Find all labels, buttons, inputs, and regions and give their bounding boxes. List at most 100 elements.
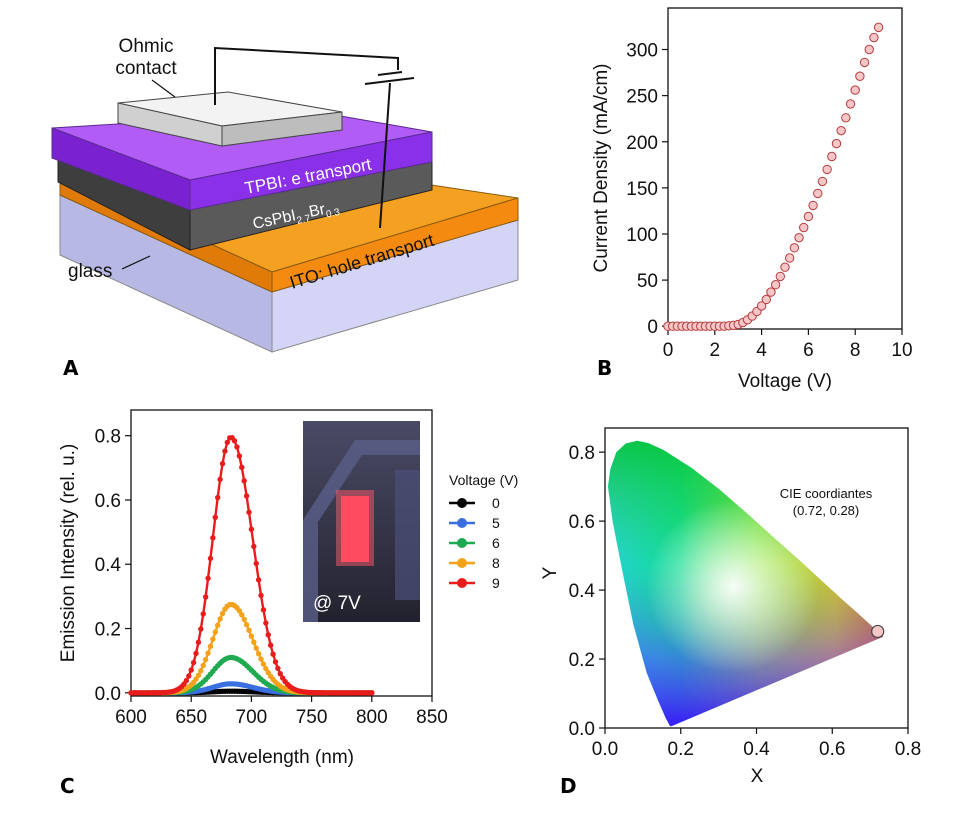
emission-point <box>369 690 375 696</box>
cie-y-tick-label: 0.0 <box>569 719 595 740</box>
cie-fill-white <box>608 440 884 727</box>
jv-point <box>822 164 832 175</box>
emission-x-tick-label: 600 <box>115 707 147 728</box>
legend-label: 6 <box>492 535 500 551</box>
emission-point <box>198 668 204 674</box>
emission-y-tick-label: 0.2 <box>95 620 121 641</box>
jv-point <box>789 243 800 253</box>
emission-point <box>193 676 199 682</box>
legend-swatch-marker <box>457 538 467 548</box>
cie-point <box>871 624 885 639</box>
emission-point <box>205 575 211 581</box>
perovskite-sub2: 0.3 <box>325 207 341 221</box>
panel-letter-b: B <box>597 356 612 380</box>
jv-point <box>855 71 865 81</box>
cie-x-label: X <box>751 766 764 787</box>
ohmic-pointer <box>151 79 176 98</box>
jv-x-tick-label: 6 <box>803 340 814 361</box>
jv-point <box>859 57 870 68</box>
jv-point <box>766 287 776 297</box>
emission-point <box>243 493 250 499</box>
emission-point <box>239 464 245 471</box>
jv-point <box>817 176 828 187</box>
inset-pattern <box>303 440 420 622</box>
emission-point <box>217 616 223 622</box>
emission-point <box>243 622 250 628</box>
emission-y-tick-label: 0.0 <box>95 684 121 705</box>
emission-x-tick-label: 700 <box>236 707 268 728</box>
jv-point <box>836 125 846 136</box>
cie-chart: 0.0 0.2 0.4 0.6 0.8 0.0 0.2 0.4 0.6 0.8 CIE coord… <box>540 427 921 798</box>
emission-legend: 0 5 6 8 9 <box>449 495 500 591</box>
emission-point <box>255 651 262 657</box>
emission-point <box>207 643 214 649</box>
emission-point <box>214 622 221 628</box>
jv-point <box>756 301 767 311</box>
jv-point <box>869 32 879 43</box>
emission-point <box>270 651 276 657</box>
jv-y-tick-label: 0 <box>647 317 658 338</box>
jv-plot-frame <box>667 7 903 330</box>
emission-point <box>188 667 194 673</box>
emission-point <box>207 555 214 562</box>
panel-letter-d: D <box>560 774 577 798</box>
emission-axes: 600 650 700 750 800 850 0.0 0.2 0.4 0.6 0.8 <box>95 427 448 728</box>
emission-point <box>272 659 279 665</box>
emission-point <box>246 509 252 515</box>
jv-y-tick-label: 250 <box>626 87 658 108</box>
emission-point <box>241 478 247 484</box>
jv-point <box>799 222 809 233</box>
emission-point <box>267 642 274 648</box>
emission-y-tick-label: 0.6 <box>95 491 121 512</box>
emission-x-tick-label: 650 <box>175 707 207 728</box>
emission-point <box>248 526 255 532</box>
legend-label: 0 <box>492 495 500 511</box>
emission-point <box>255 577 262 583</box>
legend-label: 8 <box>492 555 500 571</box>
emission-x-tick-label: 750 <box>296 707 328 728</box>
emission-x-tick-label: 850 <box>416 707 448 728</box>
emission-point <box>212 514 218 521</box>
emission-point <box>246 627 252 634</box>
cie-y-tick-label: 0.8 <box>569 443 595 464</box>
device-schematic: Ohmic contact TPBI: e transport CsPbI2.7… <box>51 36 519 380</box>
jv-x-tick-label: 0 <box>663 340 674 361</box>
emission-point <box>219 460 226 467</box>
emission-point <box>234 444 240 450</box>
emission-plot-frame <box>130 409 433 697</box>
jv-point <box>770 280 781 290</box>
emission-point <box>260 661 267 667</box>
emission-point <box>195 639 202 645</box>
jv-point <box>873 22 884 33</box>
emission-point <box>224 439 231 446</box>
ohmic-label-line2: contact <box>115 58 177 79</box>
wire <box>214 46 399 105</box>
emission-point <box>210 535 216 541</box>
emission-y-label: Emission Intensity (rel. u.) <box>58 444 79 663</box>
inset-pixel <box>341 496 369 562</box>
jv-point <box>784 253 795 263</box>
cie-x-tick-label: 0.0 <box>592 739 618 760</box>
jv-point <box>780 262 790 272</box>
jv-point <box>813 188 823 199</box>
emission-point <box>200 662 206 669</box>
battery-plate-long <box>364 77 415 85</box>
glass-pointer <box>121 255 151 270</box>
legend-swatch-marker <box>457 578 467 588</box>
glass-label: glass <box>68 261 112 282</box>
emission-point <box>231 438 238 444</box>
jv-point <box>775 271 786 282</box>
jv-point <box>794 232 804 243</box>
battery-plate-short <box>377 71 403 76</box>
emission-x-tick-label: 800 <box>356 707 388 728</box>
emission-point <box>253 560 259 567</box>
emission-point <box>265 632 271 638</box>
cie-y-tick-label: 0.4 <box>569 581 596 602</box>
panel-letter-a: A <box>63 356 79 380</box>
emission-point <box>217 476 223 483</box>
jv-x-tick-label: 4 <box>756 340 767 361</box>
emission-inset-photo: @ 7V <box>303 421 420 622</box>
